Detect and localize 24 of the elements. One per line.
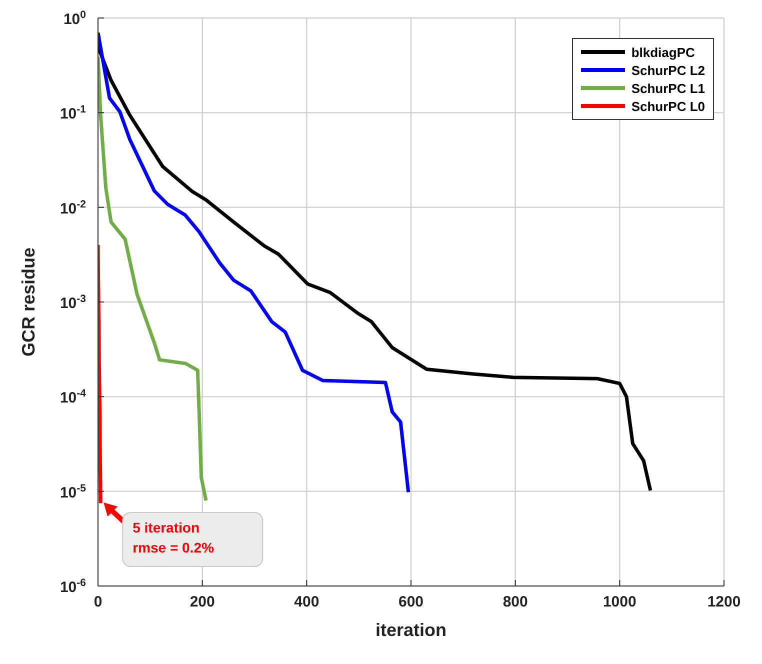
y-tick-label: 10$^{-1}$: [60, 104, 86, 123]
legend-label: blkdiagPC: [631, 44, 695, 60]
x-tick-label: 0: [94, 594, 102, 611]
x-tick-label: 1000: [602, 594, 636, 611]
y-axis-title: GCR residue: [18, 247, 38, 357]
x-tick-label: 800: [502, 594, 528, 611]
y-tick-label: 10$^{-3}$: [60, 293, 86, 312]
legend-label: SchurPC L1: [631, 80, 705, 96]
x-tick-label: 1200: [707, 594, 741, 611]
y-tick-label: 10$^{0}$: [63, 9, 86, 28]
x-tick-label: 600: [398, 594, 424, 611]
x-tick-label: 400: [294, 594, 320, 611]
line-series: [98, 243, 102, 505]
y-tick-label: 10$^{-4}$: [60, 388, 86, 407]
line-series: [98, 54, 208, 502]
y-tick-label: 10$^{-6}$: [60, 577, 86, 596]
legend-label: SchurPC L0: [631, 98, 705, 114]
annotation: 5 iteration rmse = 0.2%: [132, 520, 214, 556]
line-series: [98, 30, 410, 494]
y-tick-label: 10$^{-5}$: [60, 482, 86, 502]
x-axis-title: iteration: [375, 620, 447, 640]
legend-label: SchurPC L2: [631, 62, 705, 78]
y-tick-label: 10$^{-2}$: [60, 198, 86, 218]
x-tick-label: 200: [190, 594, 215, 611]
